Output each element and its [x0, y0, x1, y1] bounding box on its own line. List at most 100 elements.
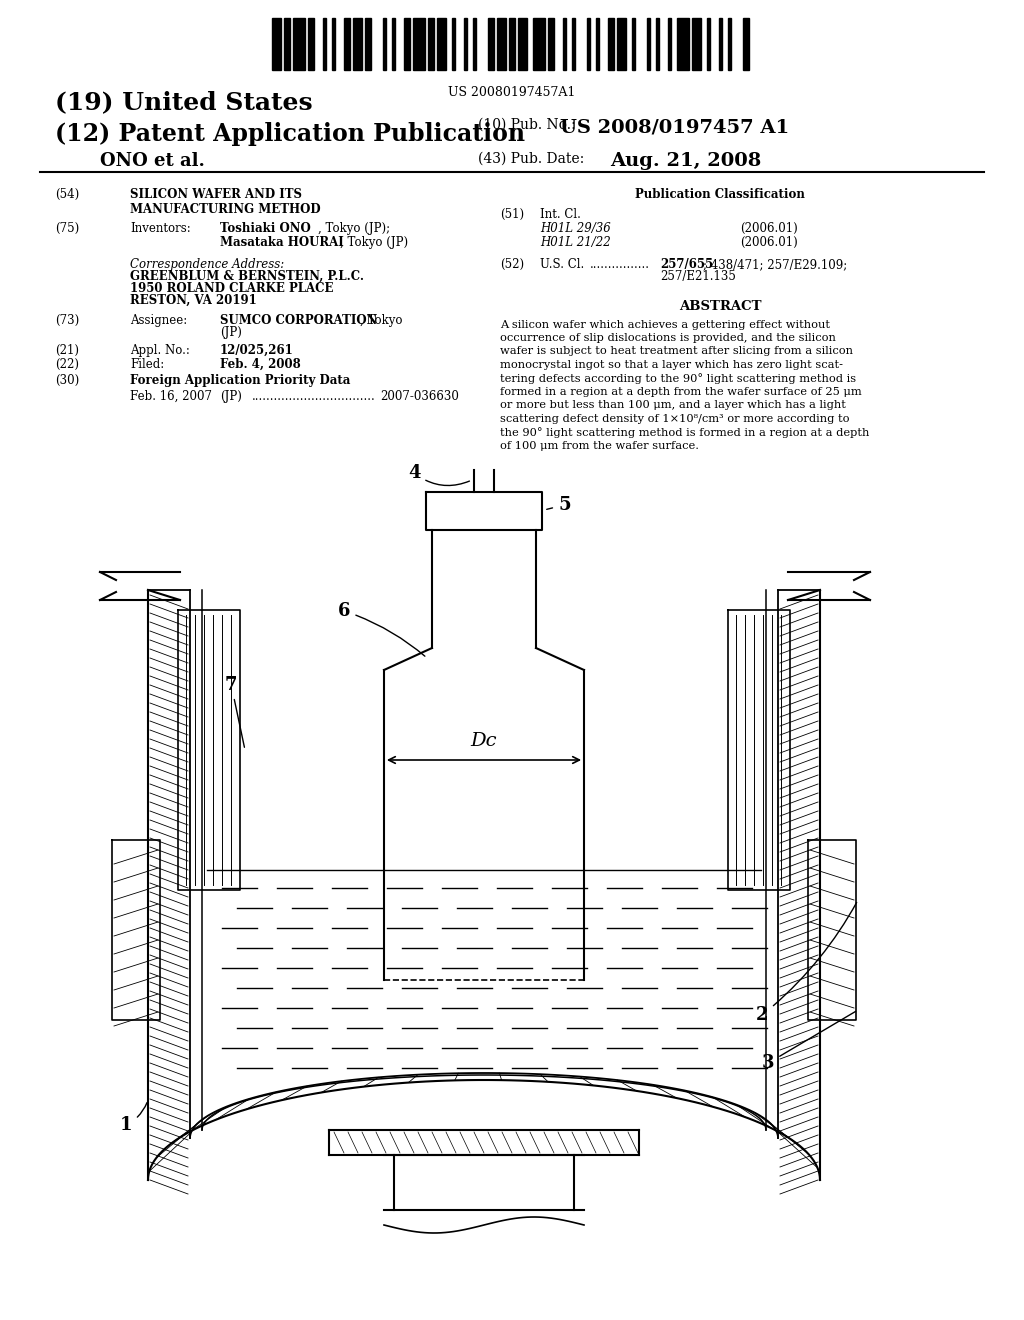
Text: (30): (30)	[55, 374, 79, 387]
Text: ; 438/471; 257/E29.109;: ; 438/471; 257/E29.109;	[703, 257, 847, 271]
Bar	[473, 18, 476, 70]
Text: H01L 21/22: H01L 21/22	[540, 236, 610, 249]
Bar	[365, 18, 371, 70]
Text: (75): (75)	[55, 222, 79, 235]
Text: ABSTRACT: ABSTRACT	[679, 300, 761, 313]
Bar	[692, 18, 701, 70]
Bar	[677, 18, 689, 70]
Text: 12/025,261: 12/025,261	[220, 345, 294, 356]
Bar	[518, 18, 527, 70]
Bar	[548, 18, 554, 70]
Bar	[497, 18, 506, 70]
Text: Assignee:: Assignee:	[130, 314, 187, 327]
Bar	[572, 18, 575, 70]
Text: US 20080197457A1: US 20080197457A1	[449, 86, 575, 99]
Bar	[404, 18, 410, 70]
Text: 2007-036630: 2007-036630	[380, 389, 459, 403]
Text: Publication Classification: Publication Classification	[635, 187, 805, 201]
Bar	[452, 18, 455, 70]
Text: Masataka HOURAI: Masataka HOURAI	[220, 236, 344, 249]
Text: U.S. Cl.: U.S. Cl.	[540, 257, 585, 271]
Bar	[284, 18, 290, 70]
Text: 3: 3	[762, 1011, 856, 1072]
Text: 2: 2	[756, 903, 857, 1024]
Text: (19) United States: (19) United States	[55, 90, 312, 114]
Text: ONO et al.: ONO et al.	[100, 152, 205, 170]
Bar	[656, 18, 659, 70]
Bar	[534, 18, 545, 70]
Text: (43) Pub. Date:: (43) Pub. Date:	[478, 152, 585, 166]
Bar	[617, 18, 626, 70]
Text: Foreign Application Priority Data: Foreign Application Priority Data	[130, 374, 350, 387]
Bar	[668, 18, 671, 70]
Text: GREENBLUM & BERNSTEIN, P.L.C.: GREENBLUM & BERNSTEIN, P.L.C.	[130, 271, 364, 282]
Bar	[587, 18, 590, 70]
Bar	[383, 18, 386, 70]
Text: 257/655: 257/655	[660, 257, 713, 271]
Text: Appl. No.:: Appl. No.:	[130, 345, 189, 356]
Text: (JP): (JP)	[220, 326, 242, 339]
Bar	[647, 18, 650, 70]
Text: 1950 ROLAND CLARKE PLACE: 1950 ROLAND CLARKE PLACE	[130, 282, 334, 294]
Text: (22): (22)	[55, 358, 79, 371]
Bar	[563, 18, 566, 70]
Text: (52): (52)	[500, 257, 524, 271]
Text: Dc: Dc	[471, 733, 498, 750]
Text: (2006.01): (2006.01)	[740, 222, 798, 235]
Bar	[488, 18, 494, 70]
Text: Inventors:: Inventors:	[130, 222, 190, 235]
Bar	[353, 18, 362, 70]
Text: (51): (51)	[500, 209, 524, 220]
Text: Int. Cl.: Int. Cl.	[540, 209, 581, 220]
Bar	[743, 18, 749, 70]
Bar	[728, 18, 731, 70]
Bar	[293, 18, 305, 70]
Bar	[413, 18, 425, 70]
Text: (73): (73)	[55, 314, 79, 327]
Text: 6: 6	[338, 602, 425, 656]
Text: Feb. 4, 2008: Feb. 4, 2008	[220, 358, 301, 371]
Text: (JP): (JP)	[220, 389, 242, 403]
Text: .................................: .................................	[252, 389, 376, 403]
Text: SILICON WAFER AND ITS
MANUFACTURING METHOD: SILICON WAFER AND ITS MANUFACTURING METH…	[130, 187, 321, 216]
Text: Filed:: Filed:	[130, 358, 164, 371]
Text: SUMCO CORPORATION: SUMCO CORPORATION	[220, 314, 378, 327]
Bar	[323, 18, 326, 70]
Bar	[632, 18, 635, 70]
Bar	[428, 18, 434, 70]
Text: ................: ................	[590, 257, 650, 271]
Text: (10) Pub. No.:: (10) Pub. No.:	[478, 117, 580, 132]
Text: Feb. 16, 2007: Feb. 16, 2007	[130, 389, 212, 403]
Bar	[509, 18, 515, 70]
Bar	[332, 18, 335, 70]
Text: , Tokyo (JP): , Tokyo (JP)	[340, 236, 409, 249]
Bar	[707, 18, 710, 70]
Text: Correspondence Address:: Correspondence Address:	[130, 257, 285, 271]
Text: 5: 5	[547, 496, 570, 513]
Text: Aug. 21, 2008: Aug. 21, 2008	[610, 152, 761, 170]
Bar	[272, 18, 281, 70]
Bar	[608, 18, 614, 70]
Text: , Tokyo: , Tokyo	[360, 314, 402, 327]
Text: 7: 7	[225, 676, 245, 747]
Bar	[719, 18, 722, 70]
Bar	[392, 18, 395, 70]
Bar	[437, 18, 446, 70]
Text: 1: 1	[120, 1102, 147, 1134]
Text: US 2008/0197457 A1: US 2008/0197457 A1	[560, 117, 790, 136]
Text: 4: 4	[408, 465, 469, 486]
Text: Toshiaki ONO: Toshiaki ONO	[220, 222, 310, 235]
Text: (54): (54)	[55, 187, 79, 201]
Text: 257/E21.135: 257/E21.135	[660, 271, 736, 282]
Bar	[464, 18, 467, 70]
Text: RESTON, VA 20191: RESTON, VA 20191	[130, 294, 257, 308]
Bar	[344, 18, 350, 70]
Text: H01L 29/36: H01L 29/36	[540, 222, 610, 235]
Text: (2006.01): (2006.01)	[740, 236, 798, 249]
Bar	[308, 18, 314, 70]
Text: , Tokyo (JP);: , Tokyo (JP);	[318, 222, 390, 235]
Text: (21): (21)	[55, 345, 79, 356]
Bar	[596, 18, 599, 70]
Text: A silicon wafer which achieves a gettering effect without
occurrence of slip dis: A silicon wafer which achieves a getteri…	[500, 319, 869, 451]
Text: (12) Patent Application Publication: (12) Patent Application Publication	[55, 121, 525, 147]
